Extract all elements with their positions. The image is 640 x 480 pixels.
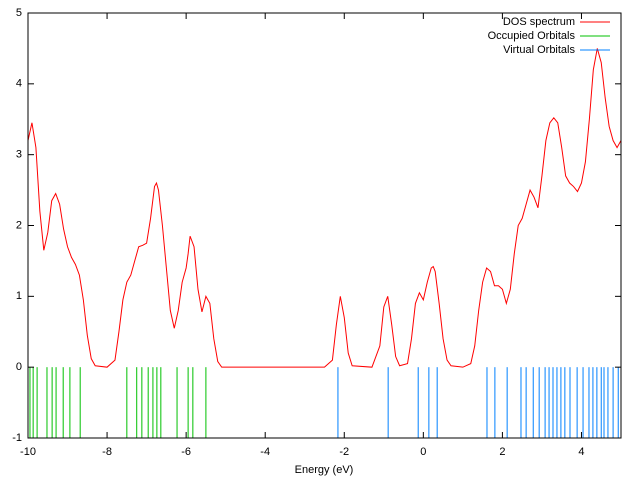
y-tick-label: 5 bbox=[16, 7, 22, 19]
legend-label: Occupied Orbitals bbox=[488, 30, 576, 42]
y-tick-label: 0 bbox=[16, 361, 22, 373]
x-tick-label: -4 bbox=[260, 446, 270, 458]
x-tick-label: -8 bbox=[102, 446, 112, 458]
y-tick-label: 2 bbox=[16, 219, 22, 231]
x-tick-label: 2 bbox=[499, 446, 505, 458]
x-tick-label: -10 bbox=[20, 446, 36, 458]
y-tick-label: 1 bbox=[16, 290, 22, 302]
y-tick-label: 4 bbox=[16, 78, 22, 90]
x-tick-label: -2 bbox=[339, 446, 349, 458]
x-tick-label: -6 bbox=[181, 446, 191, 458]
x-tick-label: 4 bbox=[578, 446, 584, 458]
legend-label: Virtual Orbitals bbox=[503, 44, 575, 56]
y-tick-label: -1 bbox=[12, 432, 22, 444]
dos-line bbox=[28, 48, 621, 368]
y-tick-label: 3 bbox=[16, 149, 22, 161]
x-axis-label: Energy (eV) bbox=[295, 464, 354, 476]
x-tick-label: 0 bbox=[420, 446, 426, 458]
plot-area bbox=[28, 48, 621, 438]
legend-label: DOS spectrum bbox=[503, 16, 575, 28]
